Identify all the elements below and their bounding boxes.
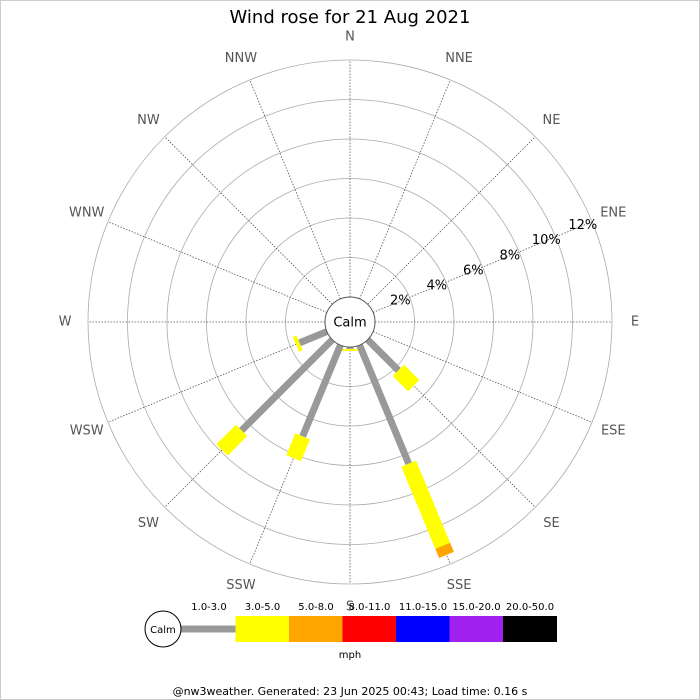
spoke [107, 221, 328, 313]
rose-segment [401, 460, 451, 549]
direction-label: NW [137, 113, 160, 128]
ring-label: 10% [532, 233, 561, 248]
legend-label: 8.0-11.0 [349, 602, 391, 613]
direction-label: E [631, 315, 639, 330]
spoke [367, 136, 536, 305]
ring-label: 6% [463, 263, 484, 278]
legend-swatch [503, 616, 557, 642]
direction-label: NE [543, 113, 561, 128]
rose-segment [435, 542, 454, 558]
legend-label: 20.0-50.0 [506, 602, 554, 613]
direction-label: W [59, 315, 72, 330]
ring-label: 12% [568, 218, 597, 233]
legend-swatch [449, 616, 504, 642]
spoke [249, 79, 341, 300]
unit-label: mph [339, 650, 361, 661]
legend-calm [144, 610, 182, 648]
ring-label: 2% [390, 294, 411, 309]
legend-calm-label: Calm [150, 625, 176, 636]
direction-label: SW [138, 516, 159, 531]
rose-segment [292, 335, 303, 352]
rose-segment [392, 364, 420, 392]
legend-swatch [235, 616, 290, 642]
direction-label: SE [543, 516, 559, 531]
calm-label: Calm [333, 316, 366, 331]
direction-label: N [345, 30, 355, 45]
rose-segment [239, 337, 335, 433]
rose-segment [365, 337, 401, 373]
direction-label: WSW [70, 424, 104, 439]
direction-label: WNW [69, 205, 105, 220]
spoke [372, 221, 593, 313]
rose-segment [356, 343, 412, 466]
direction-label: S [346, 600, 354, 615]
footer: @nw3weather. Generated: 23 Jun 2025 00:4… [173, 685, 528, 698]
calm-circle [324, 296, 376, 348]
ring [87, 59, 613, 585]
legend-swatch [289, 616, 343, 642]
direction-label: NNE [445, 51, 473, 66]
spoke [107, 331, 328, 423]
legend-label: 1.0-3.0 [191, 602, 226, 613]
legend-label: 3.0-5.0 [245, 602, 280, 613]
chart-title: Wind rose for 21 Aug 2021 [230, 7, 471, 28]
direction-label: NNW [225, 51, 257, 66]
ring [166, 138, 534, 506]
spoke [359, 79, 451, 300]
legend-label: 15.0-20.0 [452, 602, 500, 613]
legend-label: 5.0-8.0 [298, 602, 333, 613]
ring-label: 4% [427, 279, 448, 294]
direction-label: ENE [600, 205, 626, 220]
rose-segment [216, 424, 248, 456]
spoke [164, 136, 333, 305]
legend-swatch [396, 616, 450, 642]
legend-label: 11.0-15.0 [399, 602, 447, 613]
rose-segment [299, 343, 344, 438]
legend-swatch [342, 616, 397, 642]
rose-segment [286, 433, 311, 462]
spoke [372, 331, 593, 423]
ring-label: 8% [500, 248, 521, 263]
rose-segment [298, 328, 329, 347]
direction-label: SSW [226, 578, 256, 593]
ring [127, 99, 573, 545]
direction-label: ESE [601, 424, 626, 439]
direction-label: SSE [447, 578, 472, 593]
